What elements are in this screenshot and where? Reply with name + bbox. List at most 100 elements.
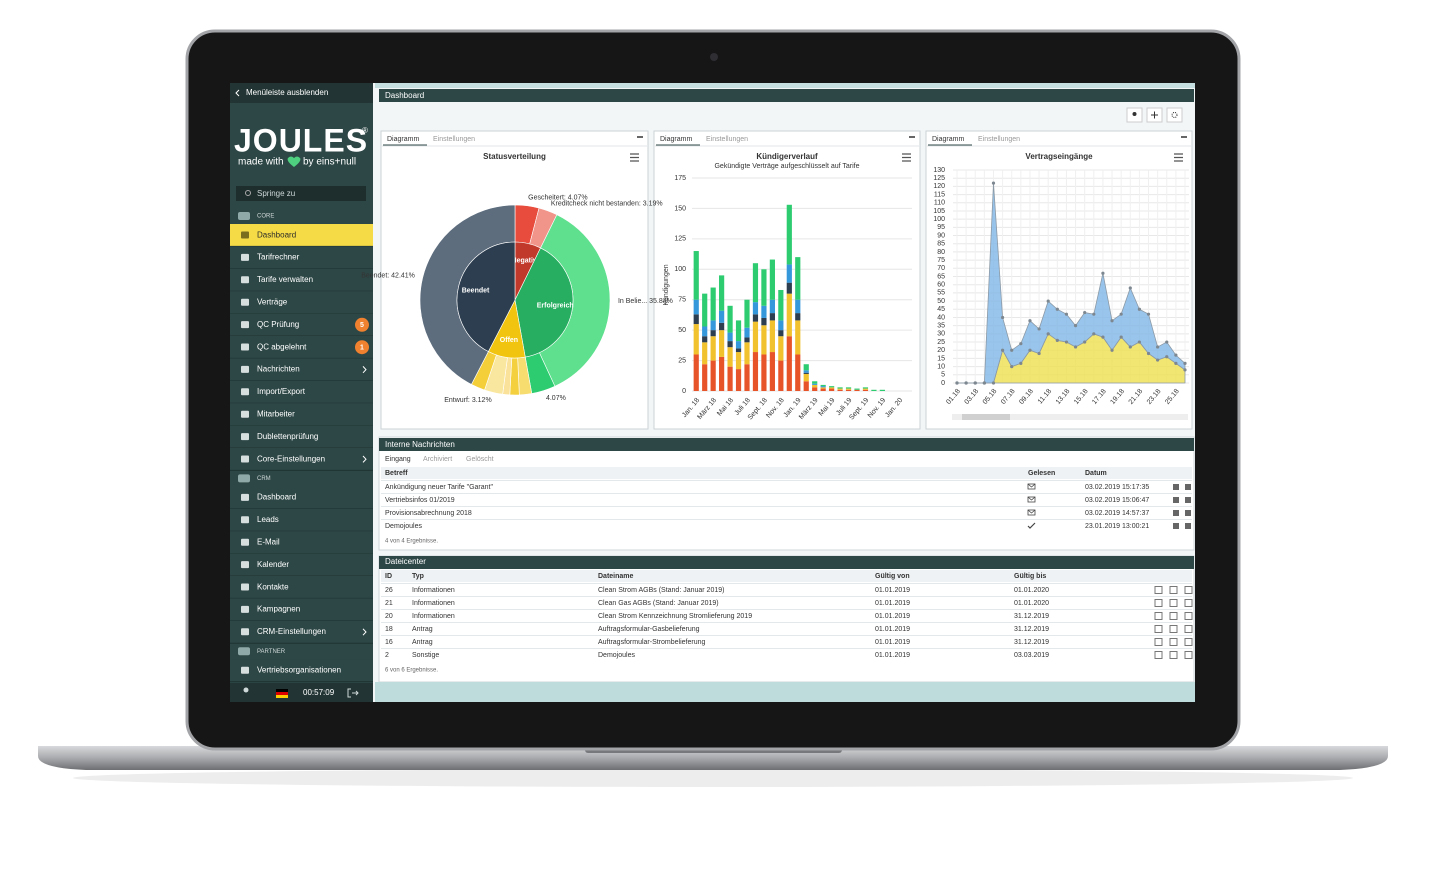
menu-item[interactable] [230, 246, 373, 269]
menu-item[interactable] [230, 598, 373, 621]
bar-segment [710, 336, 716, 361]
row-action[interactable] [1154, 599, 1163, 607]
menu-item[interactable] [230, 358, 373, 381]
menu-item[interactable] [230, 380, 373, 404]
row-action[interactable] [1169, 638, 1178, 646]
search-placeholder[interactable]: Springe zu [257, 189, 295, 198]
chart-menu[interactable] [630, 153, 639, 162]
y-tick-label: 70 [937, 265, 945, 272]
bar-segment [693, 324, 699, 355]
message-subject[interactable]: Ankündigung neuer Tarife "Garant" [385, 484, 493, 491]
message-subject[interactable]: Provisionsabrechnung 2018 [385, 510, 472, 517]
tab[interactable]: Diagramm [387, 136, 419, 143]
scrollbar-thumb[interactable] [962, 414, 1010, 420]
logout-icon[interactable] [347, 688, 359, 698]
row-action[interactable] [1185, 523, 1191, 529]
row-action[interactable] [1185, 497, 1191, 503]
menu-label[interactable]: E-Mail [257, 538, 280, 547]
row-action[interactable] [1184, 599, 1193, 607]
menu-label[interactable]: Tarife verwalten [257, 275, 313, 284]
row-action[interactable] [1169, 599, 1178, 607]
menu-item[interactable] [230, 403, 373, 426]
tab[interactable]: Diagramm [660, 136, 692, 143]
menu-item[interactable] [230, 291, 373, 314]
row-action[interactable] [1169, 625, 1178, 633]
menu-label[interactable]: Vertriebsorganisationen [257, 666, 341, 675]
bar-segment [761, 354, 767, 391]
tab[interactable]: Einstellungen [706, 136, 748, 143]
menu-item[interactable] [230, 224, 373, 247]
menu-label[interactable]: CRM-Einstellungen [257, 627, 326, 636]
menu-label[interactable]: Kontakte [257, 582, 289, 591]
tab[interactable]: Einstellungen [978, 136, 1020, 143]
row-action[interactable] [1173, 497, 1179, 503]
row-action[interactable] [1154, 625, 1163, 633]
menu-item[interactable] [230, 659, 373, 682]
tab[interactable]: Einstellungen [433, 136, 475, 143]
menu-item[interactable] [230, 268, 373, 292]
row-action[interactable] [1169, 586, 1178, 594]
menu-label[interactable]: Tarifrechner [257, 253, 300, 262]
message-subject[interactable]: Demojoules [385, 523, 422, 530]
menu-item[interactable] [230, 336, 373, 359]
row-action[interactable] [1184, 586, 1193, 594]
menu-item[interactable] [230, 313, 373, 336]
menu-label[interactable]: Dublettenprüfung [257, 432, 318, 441]
y-tick-label: 40 [937, 314, 945, 321]
menu-item[interactable] [230, 448, 373, 471]
row-action[interactable] [1154, 638, 1163, 646]
row-action[interactable] [1173, 510, 1179, 516]
row-action[interactable] [1154, 651, 1163, 659]
tab[interactable]: Gelöscht [466, 456, 494, 463]
flag[interactable] [276, 689, 288, 692]
logo: JOULES [234, 122, 368, 158]
menu-label[interactable]: Nachrichten [257, 365, 300, 374]
menu-label[interactable]: Import/Export [257, 387, 306, 396]
row-action[interactable] [1185, 484, 1191, 490]
row-action[interactable] [1185, 510, 1191, 516]
menu-label[interactable]: Kalender [257, 560, 289, 569]
point-marker [1128, 286, 1132, 290]
menu-label[interactable]: Kampagnen [257, 605, 300, 614]
sidebar-toggle[interactable]: Menüleiste ausblenden [246, 88, 328, 97]
menu-item[interactable] [230, 531, 373, 554]
row-action[interactable] [1184, 612, 1193, 620]
menu-item[interactable] [230, 425, 373, 448]
menu-label[interactable]: Leads [257, 515, 279, 524]
chart-menu[interactable] [902, 153, 911, 162]
menu-label[interactable]: Dashboard [257, 230, 296, 239]
row-action[interactable] [1154, 612, 1163, 620]
chart-menu[interactable] [1174, 153, 1183, 162]
row-action[interactable] [1169, 612, 1178, 620]
menu-label[interactable]: Core-Einstellungen [257, 454, 325, 463]
tab[interactable]: Eingang [385, 456, 411, 463]
search-box[interactable] [236, 186, 366, 201]
bar-segment [769, 299, 775, 314]
row-action[interactable] [1154, 586, 1163, 594]
tab[interactable]: Archiviert [423, 456, 452, 463]
tab[interactable]: Diagramm [932, 136, 964, 143]
bar-segment [778, 336, 784, 361]
chart-title: Statusverteilung [483, 152, 546, 161]
menu-item[interactable] [230, 576, 373, 599]
menu-item[interactable] [230, 553, 373, 576]
menu-label[interactable]: Dashboard [257, 493, 296, 502]
message-subject[interactable]: Vertriebsinfos 01/2019 [385, 497, 455, 504]
menu-label[interactable]: Mitarbeiter [257, 410, 295, 419]
scrollbar[interactable] [952, 414, 1188, 420]
menu-label[interactable]: QC Prüfung [257, 320, 299, 329]
row-action[interactable] [1169, 651, 1178, 659]
row-action[interactable] [1184, 638, 1193, 646]
toolbar-button[interactable] [1166, 107, 1183, 123]
sidebar-toggle-bar[interactable] [230, 83, 373, 103]
row-action[interactable] [1173, 484, 1179, 490]
row-action[interactable] [1173, 523, 1179, 529]
menu-item[interactable] [230, 508, 373, 532]
user-icon[interactable] [243, 687, 249, 693]
menu-item[interactable] [230, 620, 373, 644]
row-action[interactable] [1184, 651, 1193, 659]
menu-item[interactable] [230, 486, 373, 509]
menu-label[interactable]: Verträge [257, 298, 288, 307]
row-action[interactable] [1184, 625, 1193, 633]
menu-label[interactable]: QC abgelehnt [257, 342, 307, 351]
